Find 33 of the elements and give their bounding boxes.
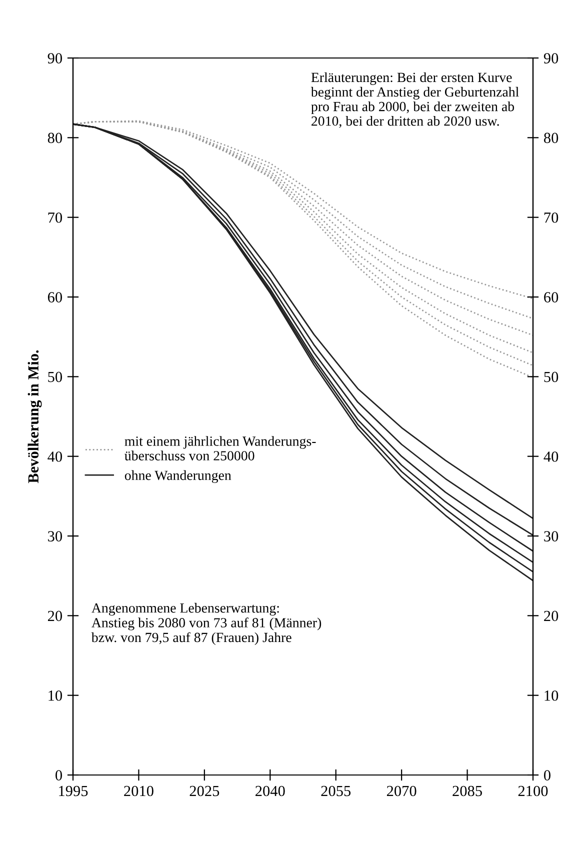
- x-tick-label: 2085: [452, 786, 482, 796]
- x-tick-label: 2070: [386, 786, 416, 796]
- x-tick-label: 2055: [321, 786, 351, 796]
- annotation: Angenommene Lebenserwartung: Anstieg bis 2080 von 73 auf 81 (Männer) bzw. von 79,5 auf 87 (Frauen) Jahre: [91, 602, 322, 645]
- x-tick-label: 2100: [518, 786, 548, 796]
- legend-label: mit einem jährlichen Wanderungs- überschuss von 250000: [124, 436, 316, 460]
- annotation: Erläuterungen: Bei der ersten Kurve beginnt der Anstieg der Geburtenzahl pro Frau ab 2000, bei der zweiten ab 2010, bei der dritten ab 2020 usw.: [310, 72, 519, 128]
- y-tick-label: 10: [48, 690, 62, 701]
- y-tick-label: 0: [56, 770, 62, 780]
- y-tick-label: 30: [48, 531, 62, 542]
- x-tick-label: 2010: [124, 786, 154, 796]
- y-tick-label: 20: [48, 610, 62, 622]
- x-tick-label: 2025: [190, 786, 220, 796]
- y2-tick-label: 0: [544, 770, 550, 780]
- x-tick-label: 2040: [256, 786, 285, 796]
- legend-label: ohne Wanderungen: [124, 470, 232, 483]
- x-tick-label: 1995: [59, 786, 88, 796]
- y2-tick-label: 30: [544, 531, 558, 542]
- y2-tick-label: 10: [544, 690, 558, 701]
- y-tick-label: 40: [48, 451, 62, 462]
- y2-tick-label: 70: [544, 212, 558, 223]
- y2-tick-label: 80: [544, 132, 558, 144]
- y-tick-label: 60: [48, 292, 62, 302]
- y2-tick-label: 60: [544, 292, 558, 302]
- y-tick-label: 50: [48, 372, 62, 382]
- y-axis-title: Bevölkerung in Mio.: [28, 350, 42, 484]
- y2-tick-label: 40: [544, 451, 558, 462]
- y2-tick-label: 90: [544, 53, 558, 64]
- y2-tick-label: 20: [544, 610, 558, 622]
- y-tick-label: 70: [48, 212, 62, 223]
- y-tick-label: 90: [48, 53, 62, 64]
- y-tick-label: 80: [48, 132, 62, 144]
- y2-tick-label: 50: [544, 372, 558, 382]
